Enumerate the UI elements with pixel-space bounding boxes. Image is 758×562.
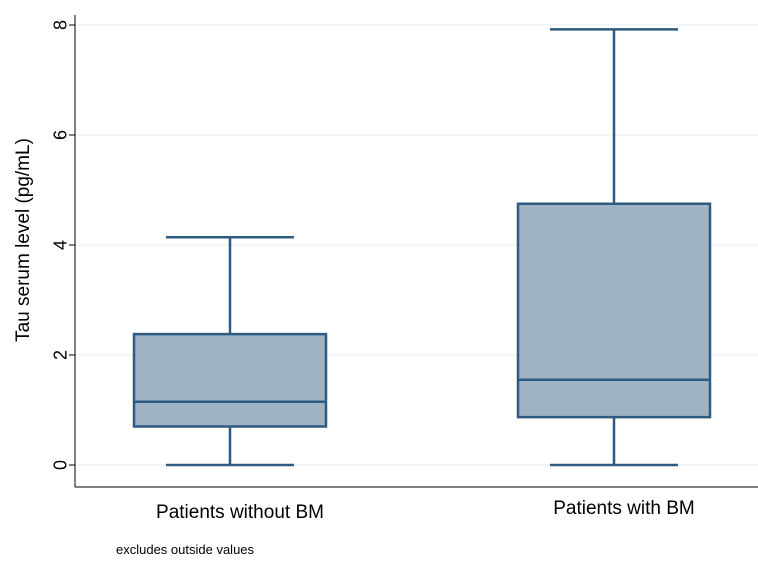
y-axis-title: Tau serum level (pg/mL) <box>13 138 34 342</box>
y-tick-label: 4 <box>50 240 70 250</box>
iqr-box <box>132 332 328 428</box>
box-1 <box>132 236 328 467</box>
y-tick-label: 0 <box>50 460 70 470</box>
y-tick-label: 8 <box>50 20 70 30</box>
y-axis: 0 2 4 6 8 <box>50 15 758 488</box>
box-2 <box>516 28 712 467</box>
iqr-box <box>516 202 712 419</box>
y-tick-label: 6 <box>50 130 70 140</box>
x-category-label: Patients without BM <box>156 502 324 523</box>
box-series <box>132 28 712 467</box>
y-tick-label: 2 <box>50 350 70 360</box>
x-category-label: Patients with BM <box>553 498 695 519</box>
x-axis-labels: Patients without BM Patients with BM <box>156 498 695 523</box>
footnote: excludes outside values <box>116 542 255 557</box>
